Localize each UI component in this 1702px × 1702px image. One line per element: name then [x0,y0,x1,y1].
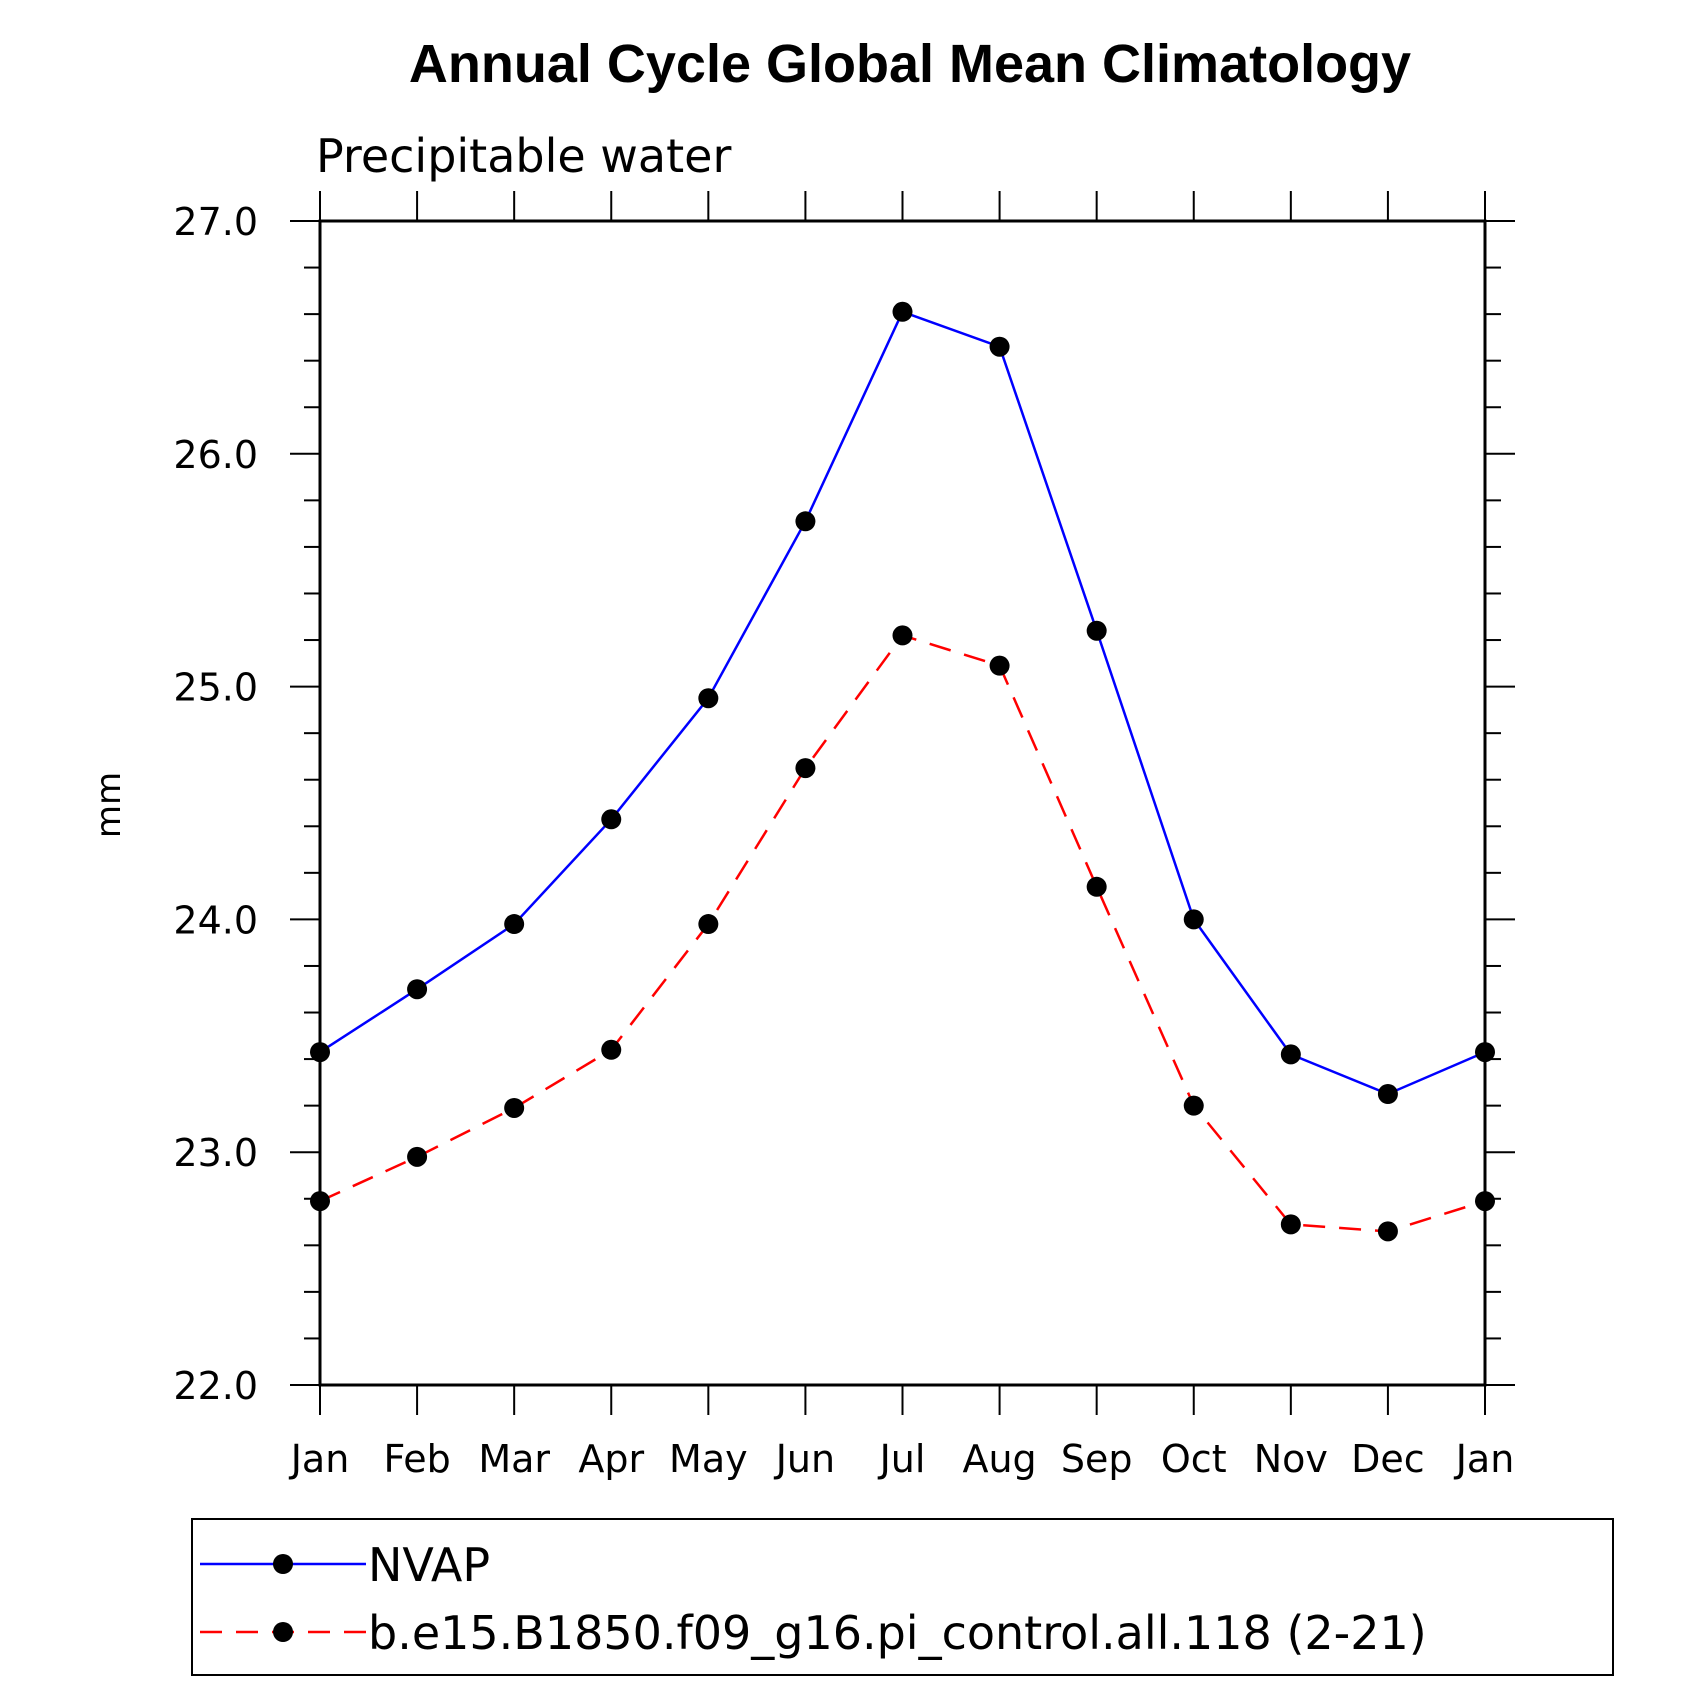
y-tick-label: 22.0 [173,1364,258,1408]
x-tick-label: Jun [774,1437,835,1481]
data-point [310,1191,330,1212]
x-tick-label: Apr [578,1437,644,1481]
x-tick-label: Feb [383,1437,450,1481]
x-tick-label: Mar [478,1437,550,1481]
x-tick-label: Jul [878,1437,926,1481]
y-tick-label: 23.0 [173,1131,258,1175]
data-point [1280,1214,1301,1235]
series-markers [310,301,1495,1242]
legend-label-1: b.e15.B1850.f09_g16.pi_control.all.118 (… [368,1606,1427,1660]
x-tick-labels: Jan Feb Mar Apr May Jun Jul Aug Sep Oct Nov Dec Jan [289,1437,1515,1481]
legend-label-0: NVAP [368,1538,490,1592]
data-point [1475,1191,1495,1212]
x-tick-label: Dec [1351,1437,1425,1481]
series-line-0 [319,310,1486,1096]
legend-marker [273,1554,293,1574]
y-tick-label: 24.0 [173,898,258,942]
data-point [1183,909,1204,930]
data-point [1086,876,1107,897]
data-point [1377,1221,1398,1242]
plot-frame [318,219,1487,1387]
data-point [892,625,913,646]
y-tick-label: 27.0 [173,200,258,244]
data-point [1280,1044,1301,1065]
data-point [989,655,1010,676]
data-point [504,914,525,935]
data-point [601,809,622,830]
data-point [310,1042,330,1063]
data-point [1475,1042,1495,1063]
x-tick-label: Oct [1161,1437,1227,1481]
data-point [795,758,816,779]
x-tick-label: Sep [1061,1437,1133,1481]
data-point [601,1039,622,1060]
data-point [892,301,913,322]
y-tick-labels: 22.0 23.0 24.0 25.0 26.0 27.0 [173,200,258,1408]
series-lines [319,310,1486,1233]
legend-box [191,1518,1614,1676]
x-tick-label: May [669,1437,748,1481]
series-line-1 [319,633,1486,1233]
data-point [989,336,1010,357]
axis-ticks [290,191,1515,1415]
y-axis-label: mm [89,772,129,838]
data-point [1086,620,1107,641]
data-point [698,914,719,935]
data-point [1183,1095,1204,1116]
data-point [407,1146,428,1167]
y-tick-label: 26.0 [173,433,258,477]
data-point [795,511,816,532]
x-tick-label: Jan [289,1437,350,1481]
data-point [504,1097,525,1118]
data-point [698,688,719,709]
y-tick-label: 25.0 [173,666,258,710]
x-tick-label: Aug [962,1437,1036,1481]
legend: NVAP b.e15.B1850.f09_g16.pi_control.all.1… [200,1538,1427,1660]
legend-marker [273,1622,293,1642]
data-point [1377,1084,1398,1104]
x-tick-label: Jan [1454,1437,1515,1481]
x-tick-label: Nov [1254,1437,1328,1481]
chart-title: Annual Cycle Global Mean Climatology [409,34,1411,94]
data-point [407,979,428,1000]
chart-subtitle: Precipitable water [316,129,731,183]
